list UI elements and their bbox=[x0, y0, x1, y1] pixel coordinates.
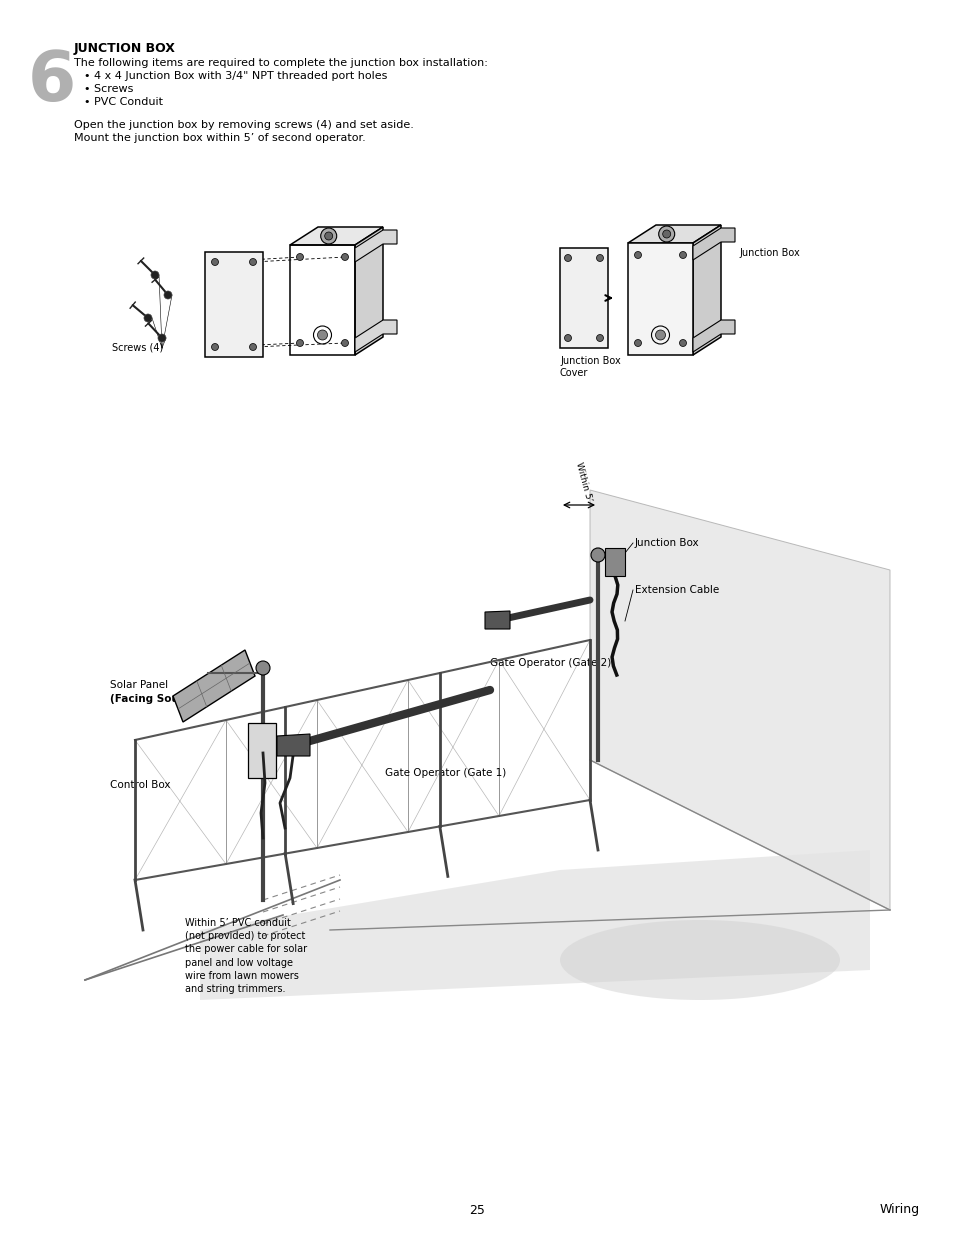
Circle shape bbox=[317, 330, 327, 340]
Circle shape bbox=[144, 314, 152, 322]
Circle shape bbox=[250, 258, 256, 266]
Ellipse shape bbox=[559, 920, 840, 1000]
Circle shape bbox=[590, 548, 604, 562]
Circle shape bbox=[596, 335, 603, 342]
Circle shape bbox=[212, 343, 218, 351]
Text: (Facing South): (Facing South) bbox=[110, 694, 195, 704]
Text: Junction Box: Junction Box bbox=[739, 248, 799, 258]
Polygon shape bbox=[248, 722, 275, 778]
Text: Gate Operator (Gate 1): Gate Operator (Gate 1) bbox=[385, 768, 506, 778]
Circle shape bbox=[164, 291, 172, 299]
Polygon shape bbox=[205, 252, 263, 357]
Polygon shape bbox=[692, 225, 720, 354]
Circle shape bbox=[655, 330, 665, 340]
Polygon shape bbox=[559, 248, 607, 348]
Text: Mount the junction box within 5’ of second operator.: Mount the junction box within 5’ of seco… bbox=[74, 133, 365, 143]
Circle shape bbox=[634, 340, 640, 347]
Text: Extension Cable: Extension Cable bbox=[635, 585, 719, 595]
Text: • 4 x 4 Junction Box with 3/4" NPT threaded port holes: • 4 x 4 Junction Box with 3/4" NPT threa… bbox=[84, 70, 387, 82]
Polygon shape bbox=[692, 320, 734, 352]
Polygon shape bbox=[276, 734, 310, 756]
Polygon shape bbox=[200, 850, 869, 1000]
Polygon shape bbox=[355, 320, 396, 352]
Polygon shape bbox=[290, 227, 382, 245]
Polygon shape bbox=[484, 611, 510, 629]
Text: Within 5’ PVC conduit
(not provided) to protect
the power cable for solar
panel : Within 5’ PVC conduit (not provided) to … bbox=[185, 918, 307, 994]
Circle shape bbox=[564, 335, 571, 342]
Circle shape bbox=[596, 254, 603, 262]
Text: Wiring: Wiring bbox=[879, 1203, 919, 1216]
Polygon shape bbox=[355, 230, 396, 262]
Polygon shape bbox=[627, 225, 720, 243]
Text: JUNCTION BOX: JUNCTION BOX bbox=[74, 42, 175, 56]
Circle shape bbox=[255, 661, 270, 676]
Circle shape bbox=[341, 340, 348, 347]
Circle shape bbox=[634, 252, 640, 258]
Polygon shape bbox=[604, 548, 624, 576]
Circle shape bbox=[151, 270, 159, 279]
Text: 6: 6 bbox=[28, 48, 76, 115]
Text: 25: 25 bbox=[469, 1203, 484, 1216]
Circle shape bbox=[212, 258, 218, 266]
Polygon shape bbox=[627, 243, 692, 354]
Text: Gate Operator (Gate 2): Gate Operator (Gate 2) bbox=[490, 658, 611, 668]
Polygon shape bbox=[172, 650, 254, 722]
Text: Junction Box: Junction Box bbox=[635, 538, 699, 548]
Circle shape bbox=[679, 340, 686, 347]
Circle shape bbox=[296, 253, 303, 261]
Text: Within 5’: Within 5’ bbox=[574, 462, 593, 503]
Polygon shape bbox=[355, 227, 382, 354]
Text: Screws (4): Screws (4) bbox=[112, 343, 163, 353]
Circle shape bbox=[158, 333, 166, 342]
Circle shape bbox=[341, 253, 348, 261]
Circle shape bbox=[564, 254, 571, 262]
Circle shape bbox=[324, 232, 333, 240]
Text: Junction Box
Cover: Junction Box Cover bbox=[559, 356, 620, 378]
Circle shape bbox=[296, 340, 303, 347]
Text: Control Box: Control Box bbox=[110, 781, 171, 790]
Circle shape bbox=[320, 228, 336, 245]
Text: • PVC Conduit: • PVC Conduit bbox=[84, 98, 163, 107]
Polygon shape bbox=[692, 228, 734, 261]
Text: • Screws: • Screws bbox=[84, 84, 133, 94]
Text: Open the junction box by removing screws (4) and set aside.: Open the junction box by removing screws… bbox=[74, 120, 414, 130]
Circle shape bbox=[662, 230, 670, 238]
Circle shape bbox=[658, 226, 674, 242]
Polygon shape bbox=[589, 490, 889, 910]
Text: Solar Panel: Solar Panel bbox=[110, 680, 168, 690]
Circle shape bbox=[679, 252, 686, 258]
Circle shape bbox=[250, 343, 256, 351]
Text: The following items are required to complete the junction box installation:: The following items are required to comp… bbox=[74, 58, 487, 68]
